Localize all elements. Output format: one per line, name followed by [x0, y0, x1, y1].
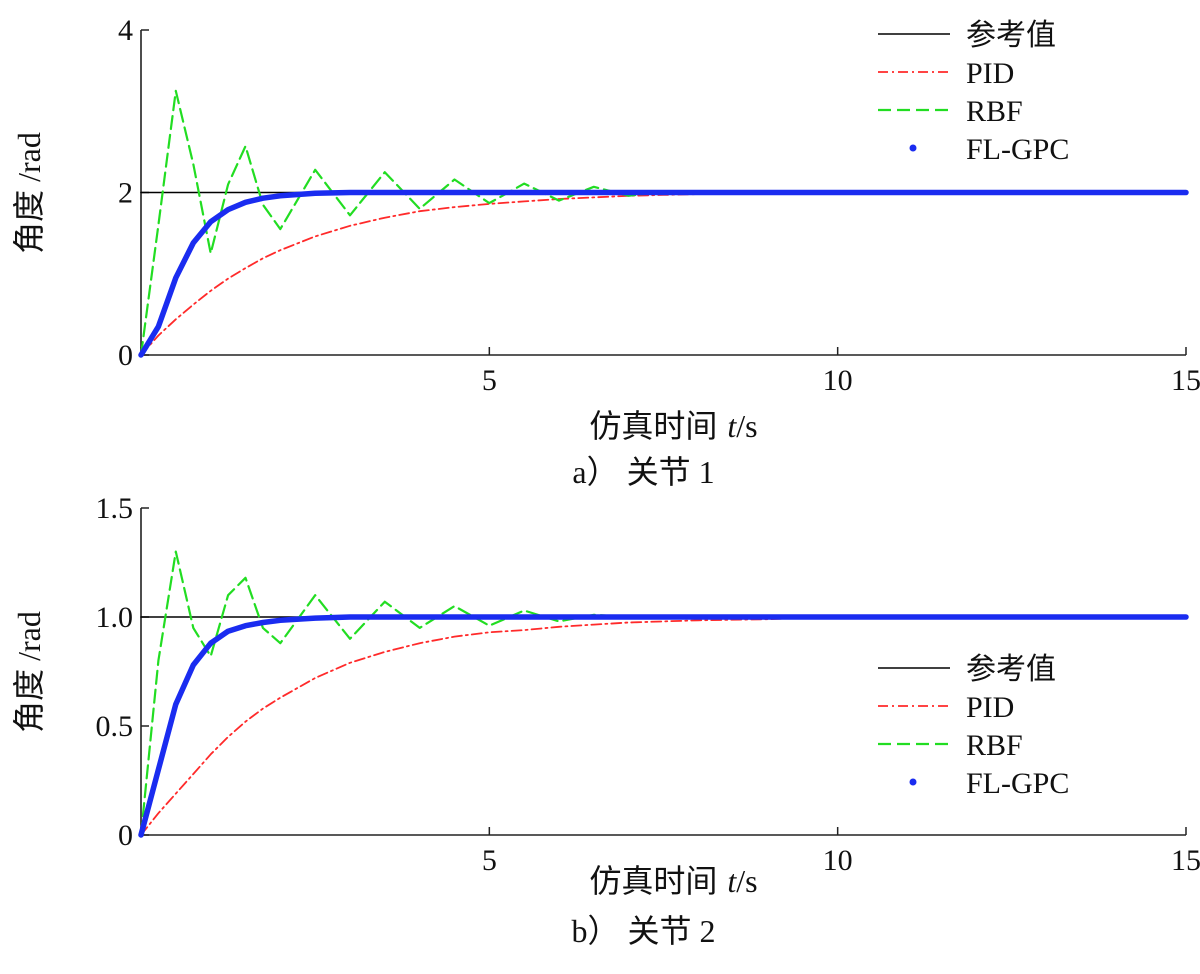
y-tick-label: 1.5: [96, 492, 134, 525]
x-tick-label: 10: [823, 844, 853, 877]
x-axis-title-unit: /s: [736, 408, 757, 444]
x-axis-title-text: 仿真时间: [589, 863, 717, 899]
legend-label: 参考值: [966, 653, 1056, 686]
series-line-thick: [138, 614, 1189, 838]
y-tick-label: 0: [118, 339, 133, 372]
panel-caption: b） 关节 2: [571, 913, 715, 949]
x-tick-label: 15: [1171, 844, 1200, 877]
legend-label: RBF: [966, 95, 1023, 128]
legend-label: 参考值: [966, 19, 1056, 52]
legend-label: PID: [966, 691, 1014, 724]
y-tick-label: 1.0: [96, 601, 134, 634]
x-axis-title-variable: t: [727, 863, 737, 899]
legend: 参考值 PID RBF FL-GPC: [878, 653, 1069, 800]
series-line-dashed: [139, 89, 1188, 357]
y-tick-label: 2: [118, 177, 133, 210]
y-axis-title: 角度 /rad: [11, 132, 47, 254]
chart-panel-2: 0 0.5 1.0 1.5 5 10 15 角度 /rad 仿真时间 t/s b） 关节 2 参考值 P…: [11, 492, 1200, 949]
x-tick-label: 5: [482, 364, 497, 397]
legend-label: FL-GPC: [966, 767, 1069, 800]
legend-label: PID: [966, 57, 1014, 90]
chart-panel-1: 0 2 4 5 10 15 角度 /rad 仿真时间 t/s a） 关节 1 参考值 PID RBF FL…: [11, 14, 1200, 490]
x-tick-label: 15: [1171, 364, 1200, 397]
legend-marker-dot: [909, 144, 917, 152]
legend-label: FL-GPC: [966, 133, 1069, 166]
x-axis-title-unit: /s: [736, 863, 757, 899]
y-tick-label: 4: [118, 14, 133, 47]
x-axis-title-text: 仿真时间: [589, 408, 717, 444]
x-axis-title: 仿真时间 t/s: [589, 408, 757, 444]
y-tick-label: 0: [118, 819, 133, 852]
y-tick-label: 0.5: [96, 710, 134, 743]
legend: 参考值 PID RBF FL-GPC: [878, 19, 1069, 166]
x-axis-title: 仿真时间 t/s: [589, 863, 757, 899]
series-line-dashdot: [140, 616, 1187, 836]
legend-label: RBF: [966, 729, 1023, 762]
x-tick-label: 10: [823, 364, 853, 397]
y-axis-title: 角度 /rad: [11, 611, 47, 733]
x-axis-title-variable: t: [727, 408, 737, 444]
series-line-dashdot: [140, 191, 1187, 356]
series-line-thick: [138, 189, 1189, 358]
legend-marker-dot: [909, 778, 917, 786]
panel-caption: a） 关节 1: [572, 454, 714, 490]
x-tick-label: 5: [482, 844, 497, 877]
